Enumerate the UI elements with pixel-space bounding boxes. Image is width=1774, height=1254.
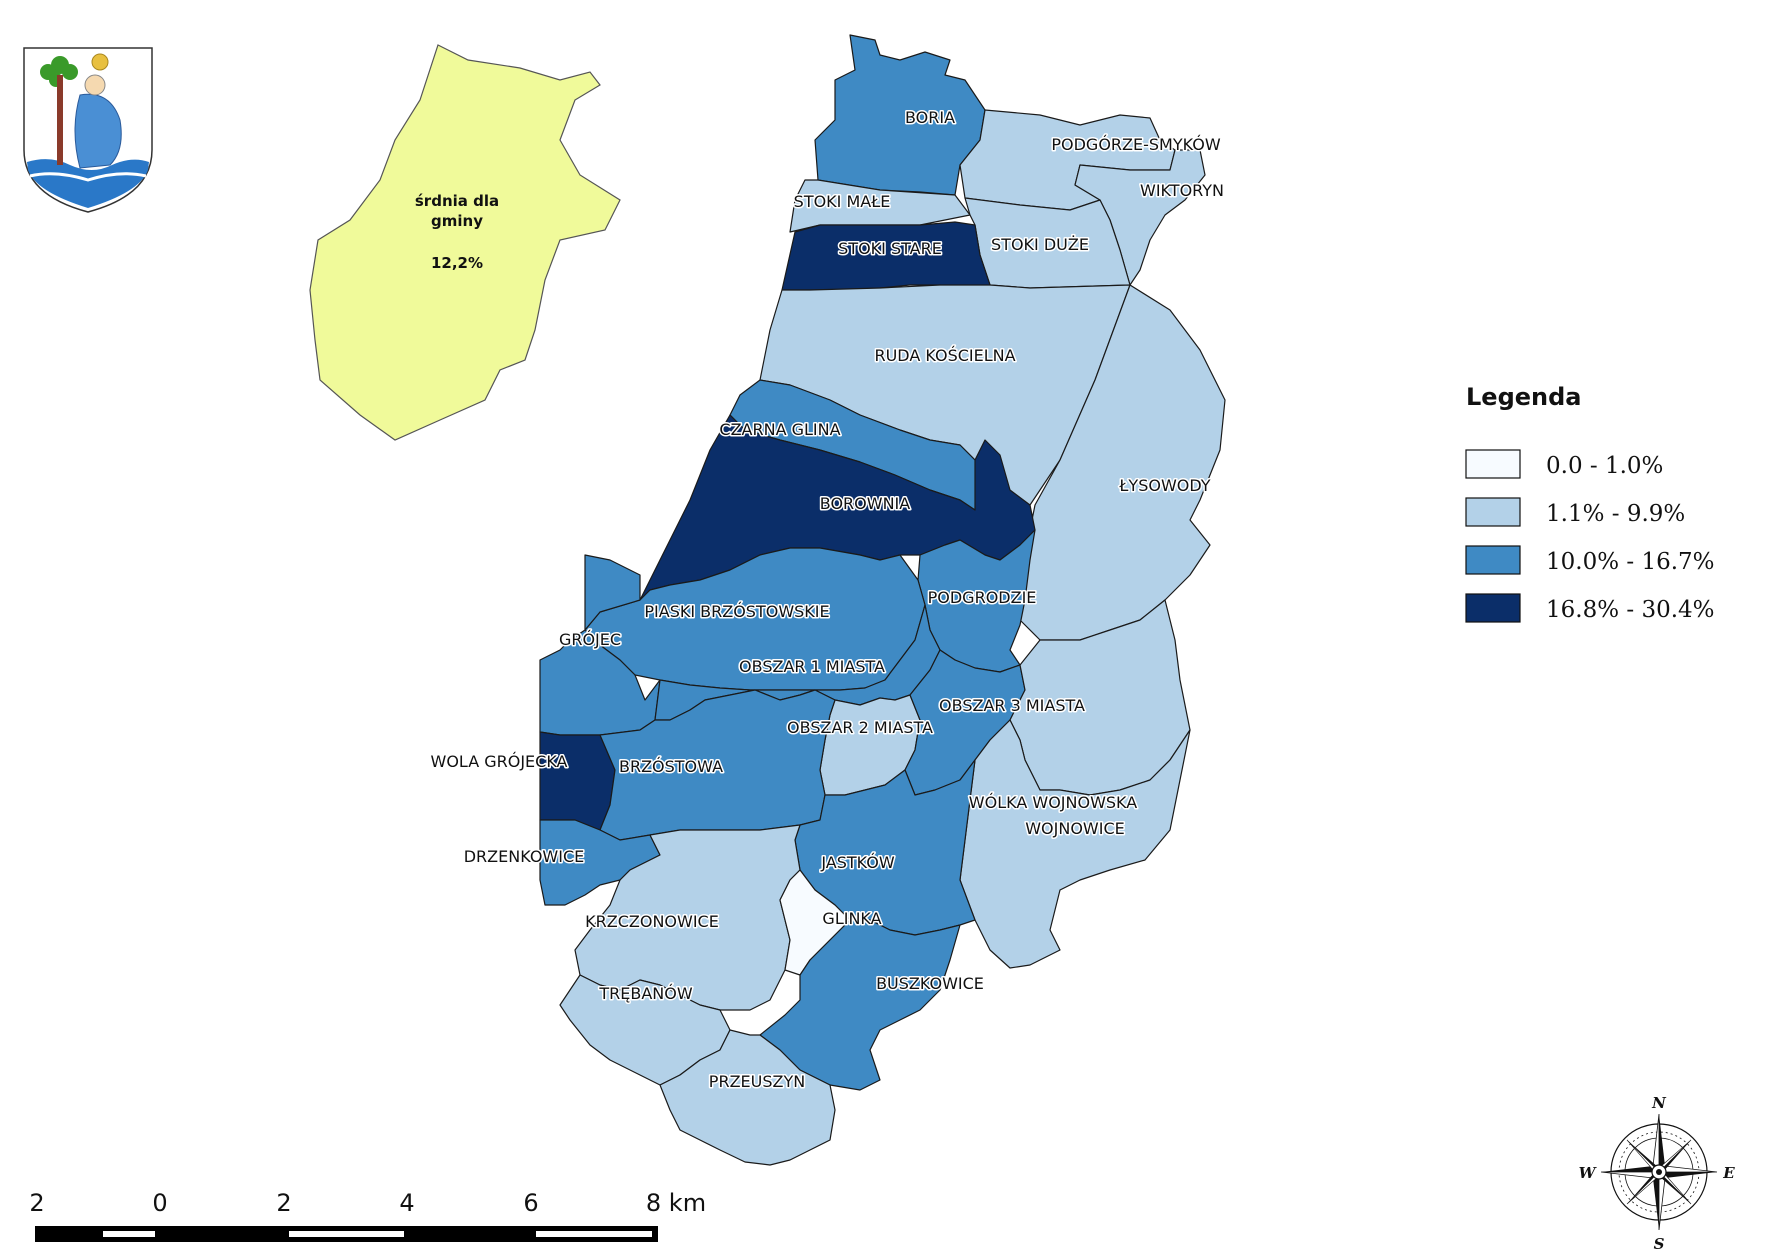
- region-buszkowice[interactable]: [759, 919, 961, 1091]
- label-stoki-stare: STOKI STARE: [838, 239, 942, 258]
- region-boria[interactable]: [814, 34, 986, 196]
- legend: Legenda 0.0 - 1.0% 1.1% - 9.9% 10.0% - 1…: [1465, 383, 1715, 623]
- label-wojnowice: WOJNOWICE: [1025, 819, 1125, 838]
- label-przeuszyn: PRZEUSZYN: [709, 1072, 805, 1091]
- scale-tick-0: 2: [29, 1189, 44, 1217]
- scale-tick-2: 2: [276, 1189, 291, 1217]
- scale-bar: 2 0 2 4 6 8 km: [29, 1189, 706, 1242]
- scale-tick-5: 8 km: [646, 1189, 706, 1217]
- label-stoki-male: STOKI MAŁE: [794, 192, 891, 211]
- legend-label-3: 16.8% - 30.4%: [1546, 597, 1715, 623]
- region-wola-grojecka[interactable]: [539, 731, 616, 831]
- label-lysowody: ŁYSOWODY: [1118, 476, 1210, 495]
- label-podgrodzie: PODGRODZIE: [928, 588, 1037, 607]
- label-jastkow: JASTKÓW: [820, 853, 895, 872]
- region-wojnowice[interactable]: [959, 719, 1191, 969]
- label-wiktoryn: WIKTORYN: [1140, 181, 1224, 200]
- label-trebanow: TRĘBANÓW: [598, 984, 692, 1003]
- label-obszar2: OBSZAR 2 MIASTA: [787, 718, 933, 737]
- label-borownia: BOROWNIA: [820, 494, 911, 513]
- legend-label-1: 1.1% - 9.9%: [1546, 501, 1685, 527]
- legend-swatch-0: [1465, 449, 1521, 479]
- coat-of-arms: [23, 47, 153, 213]
- label-czarna-glina: CZARNA GLINA: [719, 420, 840, 439]
- label-buszkowice: BUSZKOWICE: [876, 974, 984, 993]
- regions: [539, 34, 1226, 1166]
- legend-swatch-2: [1465, 545, 1521, 575]
- scale-tick-1: 0: [152, 1189, 167, 1217]
- legend-swatch-3: [1465, 593, 1521, 623]
- label-stoki-duze: STOKI DUŻE: [991, 235, 1089, 254]
- label-drzenkowice: DRZENKOWICE: [464, 847, 585, 866]
- average-value: 12,2%: [431, 254, 483, 272]
- scale-tick-4: 6: [523, 1189, 538, 1217]
- label-obszar1: OBSZAR 1 MIASTA: [739, 657, 885, 676]
- label-boria: BORIA: [905, 108, 955, 127]
- label-piaski-brzostowskie: PIASKI BRZÓSTOWSKIE: [644, 602, 829, 621]
- label-wolka-wojnowska: WÓLKA WOJNOWSKA: [969, 793, 1137, 812]
- compass-rose-icon: N S E W: [1579, 1094, 1736, 1253]
- label-grojec: GRÓJEC: [559, 630, 621, 649]
- region-przeuszyn[interactable]: [659, 1029, 836, 1166]
- legend-label-2: 10.0% - 16.7%: [1546, 549, 1715, 575]
- label-wola-grojecka: WOLA GRÓJECKA: [431, 752, 568, 771]
- label-podgorze-smykow: PODGÓRZE-SMYKÓW: [1051, 135, 1220, 154]
- label-glinka: GLINKA: [822, 909, 881, 928]
- average-label-line2: gminy: [431, 212, 483, 230]
- legend-title: Legenda: [1466, 383, 1582, 411]
- compass-n: N: [1651, 1094, 1667, 1112]
- label-obszar3: OBSZAR 3 MIASTA: [939, 696, 1085, 715]
- average-gmina-shape: śrdnia dla gminy 12,2%: [309, 44, 621, 441]
- label-ruda-koscielna: RUDA KOŚCIELNA: [874, 346, 1015, 365]
- compass-e: E: [1722, 1164, 1735, 1182]
- label-krzczonowice: KRZCZONOWICE: [585, 912, 719, 931]
- scale-tick-3: 4: [399, 1189, 414, 1217]
- legend-label-0: 0.0 - 1.0%: [1546, 453, 1663, 479]
- average-label-line1: śrdnia dla: [415, 192, 499, 210]
- compass-w: W: [1579, 1164, 1598, 1182]
- label-brzostowa: BRZÓSTOWA: [619, 757, 723, 776]
- compass-s: S: [1654, 1235, 1665, 1253]
- region-labels: BORIA PODGÓRZE-SMYKÓW WIKTORYN STOKI MAŁ…: [429, 107, 1226, 1093]
- legend-swatch-1: [1465, 497, 1521, 527]
